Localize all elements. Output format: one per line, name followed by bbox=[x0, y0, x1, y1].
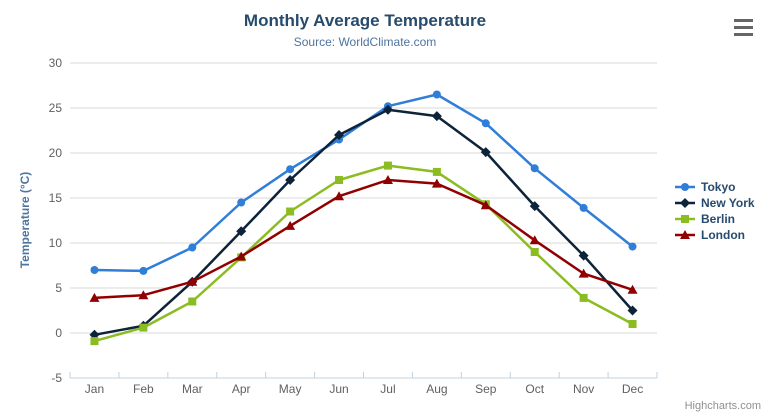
y-axis-label: 5 bbox=[55, 281, 62, 295]
chart-subtitle: Source: WorldClimate.com bbox=[293, 35, 437, 49]
y-axis-label: 0 bbox=[55, 326, 62, 340]
legend-marker-triangle-icon bbox=[675, 230, 695, 239]
chart-title: Monthly Average Temperature bbox=[243, 11, 487, 30]
y-axis-label: 10 bbox=[49, 236, 63, 250]
y-axis-label: 30 bbox=[49, 56, 63, 70]
legend-marker-diamond-icon bbox=[675, 198, 695, 208]
series-london[interactable] bbox=[89, 175, 638, 302]
legend-item-berlin[interactable]: Berlin bbox=[674, 211, 755, 227]
legend-label: London bbox=[701, 228, 745, 242]
legend-marker-square-icon bbox=[675, 215, 695, 223]
legend-item-new-york[interactable]: New York bbox=[674, 195, 755, 211]
hamburger-menu-icon bbox=[733, 26, 753, 29]
x-axis-label: May bbox=[279, 382, 302, 396]
legend-item-london[interactable]: London bbox=[674, 227, 755, 243]
y-axis-label: 15 bbox=[49, 191, 63, 205]
x-axis-label: Feb bbox=[133, 382, 154, 396]
series-tokyo[interactable] bbox=[90, 90, 637, 275]
x-axis-label: Nov bbox=[573, 382, 594, 396]
x-axis-label: Apr bbox=[232, 382, 251, 396]
legend-label: New York bbox=[701, 196, 755, 210]
legend-marker-circle-icon bbox=[675, 183, 695, 191]
hamburger-menu-icon bbox=[733, 19, 753, 22]
legend-label: Tokyo bbox=[701, 180, 736, 194]
x-axis-label: Aug bbox=[426, 382, 447, 396]
x-axis-label: Dec bbox=[622, 382, 643, 396]
credits-link[interactable]: Highcharts.com bbox=[684, 400, 761, 412]
x-axis-label: Mar bbox=[182, 382, 203, 396]
x-axis-label: Jul bbox=[380, 382, 395, 396]
y-axis-label: 20 bbox=[49, 146, 63, 160]
series-new-york[interactable] bbox=[89, 104, 638, 340]
x-axis-label: Oct bbox=[525, 382, 544, 396]
legend-item-tokyo[interactable]: Tokyo bbox=[674, 179, 755, 195]
export-menu-button[interactable] bbox=[732, 19, 754, 36]
x-axis-label: Jan bbox=[85, 382, 104, 396]
legend-label: Berlin bbox=[701, 212, 736, 226]
x-axis-label: Jun bbox=[329, 382, 348, 396]
y-axis-label: -5 bbox=[51, 371, 62, 385]
x-axis-label: Sep bbox=[475, 382, 497, 396]
y-axis-label: 25 bbox=[49, 101, 63, 115]
legend: Tokyo New York Berlin London bbox=[674, 179, 755, 243]
y-axis-title: Temperature (°C) bbox=[18, 171, 32, 269]
hamburger-menu-icon bbox=[733, 33, 753, 36]
